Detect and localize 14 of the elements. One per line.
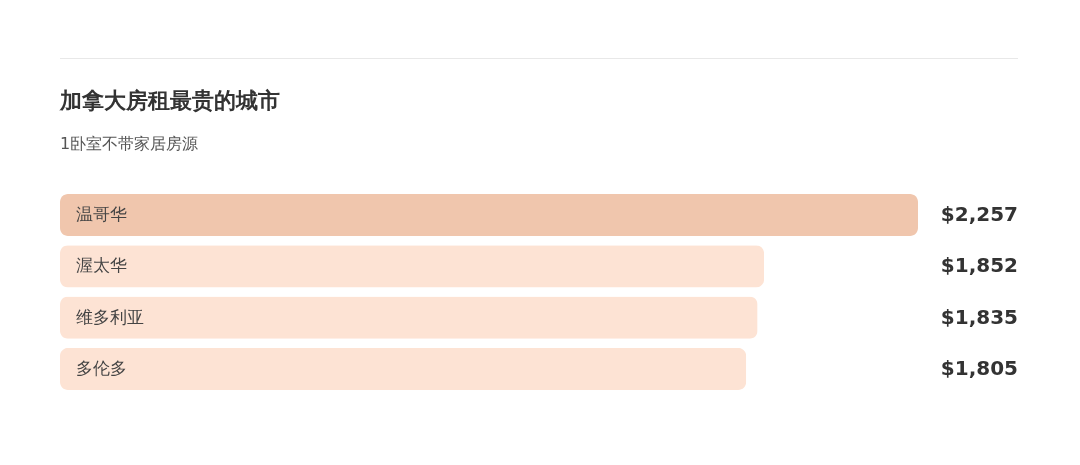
chart-subtitle: 1卧室不带家居房源 — [60, 134, 199, 153]
bar — [60, 245, 765, 288]
y-tick-label: 渥太华 — [76, 255, 127, 276]
data-label: $1,852 — [940, 253, 1018, 278]
y-tick-label: 维多利亚 — [76, 306, 144, 327]
data-label: $1,805 — [940, 355, 1018, 380]
y-tick-label: 多伦多 — [76, 357, 127, 378]
bar — [60, 194, 918, 237]
data-label: $2,257 — [940, 202, 1018, 227]
y-tick-label: 温哥华 — [76, 204, 127, 225]
data-label: $1,835 — [940, 304, 1018, 329]
bar — [60, 296, 758, 339]
bar — [60, 347, 747, 390]
chart-title: 加拿大房租最贵的城市 — [59, 88, 280, 113]
